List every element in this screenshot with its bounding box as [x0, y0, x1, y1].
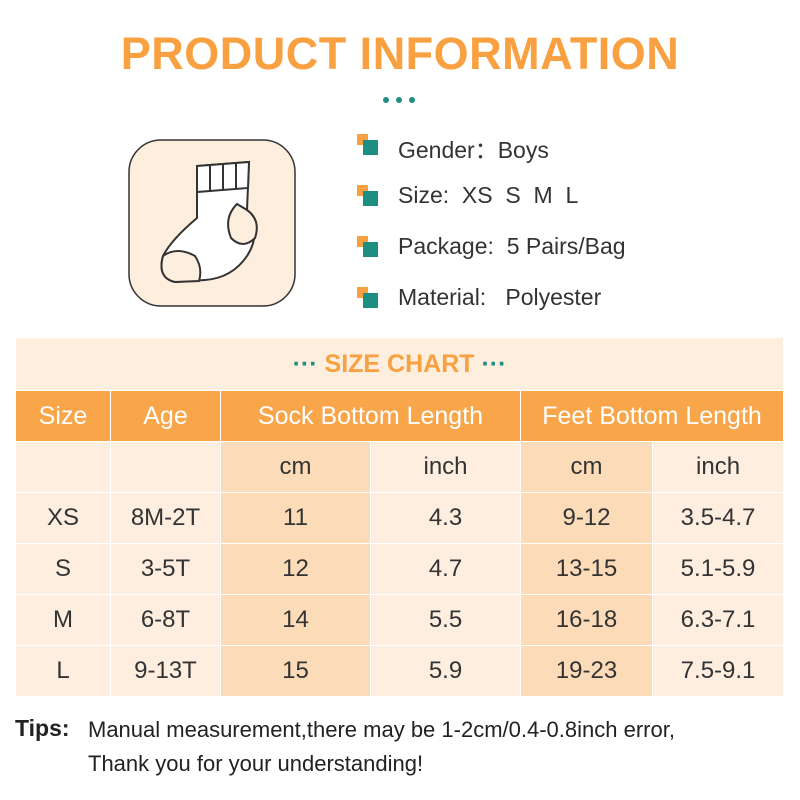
cell: 16-18: [520, 594, 653, 646]
data-row: XS 8M-2T 11 4.3 9-12 3.5-4.7: [15, 492, 785, 544]
cell: 4.3: [370, 492, 521, 544]
info-value: 5 Pairs/Bag: [506, 233, 626, 259]
cell: 19-23: [520, 645, 653, 697]
title-dots: [383, 97, 415, 103]
cell: 9-13T: [110, 645, 221, 697]
title: PRODUCT INFORMATION: [120, 28, 680, 79]
cell: L: [15, 645, 111, 697]
data-row: L 9-13T 15 5.9 19-23 7.5-9.1: [15, 645, 785, 697]
info-value: Boys: [497, 137, 549, 163]
header-cell: Sock Bottom Length: [220, 390, 521, 442]
bullet: [357, 134, 378, 155]
info-item: Gender：Boys: [398, 131, 549, 165]
cell: 9-12: [520, 492, 653, 544]
cell: 5.1-5.9: [651, 543, 785, 595]
subheader-cell: cm: [520, 441, 653, 493]
title-row: ··· SIZE CHART ···: [14, 337, 785, 391]
cell: 3.5-4.7: [651, 492, 785, 544]
cell: [110, 441, 221, 493]
cell: M: [15, 594, 111, 646]
cell: S: [15, 543, 111, 595]
size-chart: ··· SIZE CHART ··· Size Age Sock Bottom Len…: [14, 337, 785, 697]
cell: 12: [220, 543, 371, 595]
dots: ···: [474, 349, 507, 378]
bullet: [357, 185, 378, 206]
sock-icon: [128, 139, 296, 307]
subheader-cell: cm: [220, 441, 371, 493]
header-cell: Feet Bottom Length: [519, 390, 785, 442]
data-row: M 6-8T 14 5.5 16-18 6.3-7.1: [15, 594, 785, 646]
header-cell: Age: [110, 390, 221, 442]
tips-text: Thank you for your understanding!: [88, 751, 424, 776]
info-value: Polyester: [505, 284, 602, 310]
info-label: Material:: [398, 284, 506, 310]
cell: 15: [220, 645, 371, 697]
cell: [15, 441, 111, 493]
info-value: XS S M L: [461, 182, 579, 208]
subheader-row: cm inch cm inch: [15, 441, 785, 493]
cell: 3-5T: [110, 543, 221, 595]
cell: 5.9: [370, 645, 521, 697]
info-item: Size: XS S M L: [398, 182, 578, 209]
tips-label: Tips:: [15, 715, 70, 741]
subheader-cell: inch: [370, 441, 521, 493]
cell: 6.3-7.1: [651, 594, 785, 646]
bullet: [357, 287, 378, 308]
subheader-cell: inch: [651, 441, 785, 493]
cell: 4.7: [370, 543, 521, 595]
cell: 5.5: [370, 594, 521, 646]
info-label: Gender：: [398, 137, 498, 163]
cell: 7.5-9.1: [651, 645, 785, 697]
cell: 11: [220, 492, 371, 544]
info-label: Size:: [398, 182, 462, 208]
cell: 13-15: [520, 543, 653, 595]
cell: 8M-2T: [110, 492, 221, 544]
info-item: Material: Polyester: [398, 284, 601, 311]
info-label: Package:: [398, 233, 507, 259]
header-row: Size Age Sock Bottom Length Feet Bottom Len…: [15, 390, 785, 442]
data-row: S 3-5T 12 4.7 13-15 5.1-5.9: [15, 543, 785, 595]
cell: 6-8T: [110, 594, 221, 646]
tips-text: Manual measurement,there may be 1-2cm/0.…: [88, 717, 675, 742]
cell: XS: [15, 492, 111, 544]
cell: 14: [220, 594, 371, 646]
chart-title: SIZE CHART: [324, 349, 475, 378]
dots: ···: [292, 349, 325, 378]
bullet: [357, 236, 378, 257]
header-cell: Size: [15, 390, 111, 442]
info-item: Package: 5 Pairs/Bag: [398, 233, 626, 260]
chart-title-cell: ··· SIZE CHART ···: [14, 337, 785, 391]
